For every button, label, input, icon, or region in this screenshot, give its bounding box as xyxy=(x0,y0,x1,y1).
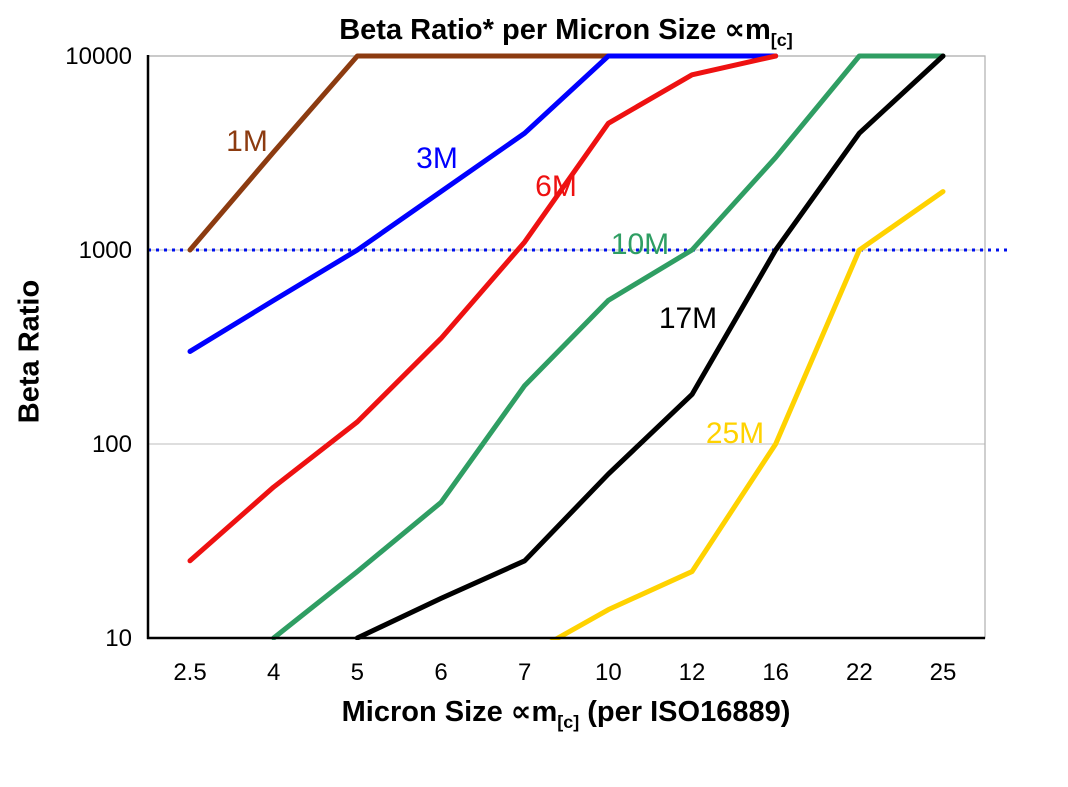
x-axis-title-suffix: (per ISO16889) xyxy=(579,696,791,728)
series-label-6M: 6M xyxy=(535,170,577,203)
y-tick-label-10000: 10000 xyxy=(65,43,132,70)
y-axis-title: Beta Ratio xyxy=(13,279,46,424)
x-tick-label-5: 5 xyxy=(351,659,364,686)
chart-title: Beta Ratio* per Micron Size ∝m[c] xyxy=(32,12,1068,51)
series-group xyxy=(187,53,946,640)
series-line-25M xyxy=(549,189,946,640)
series-label-10M: 10M xyxy=(611,228,669,261)
x-tick-label-22: 22 xyxy=(846,659,873,686)
plot-border xyxy=(147,55,986,639)
chart-title-text: Beta Ratio* per Micron Size ∝m xyxy=(339,14,771,46)
x-tick-label-2.5: 2.5 xyxy=(173,659,206,686)
x-axis-title-subscript: [c] xyxy=(557,711,580,732)
x-tick-label-16: 16 xyxy=(762,659,789,686)
chart-title-subscript: [c] xyxy=(770,29,793,50)
x-tick-label-12: 12 xyxy=(679,659,706,686)
y-tick-label-1000: 1000 xyxy=(79,237,132,264)
series-line-6M xyxy=(187,53,779,564)
x-tick-label-7: 7 xyxy=(518,659,531,686)
x-tick-label-25: 25 xyxy=(930,659,957,686)
y-tick-label-10: 10 xyxy=(105,625,132,652)
x-tick-label-10: 10 xyxy=(595,659,622,686)
x-axis-title-text: Micron Size ∝m xyxy=(341,696,558,728)
series-label-3M: 3M xyxy=(416,142,458,175)
x-tick-label-4: 4 xyxy=(267,659,280,686)
series-label-1M: 1M xyxy=(226,125,268,158)
x-axis-title: Micron Size ∝m[c] (per ISO16889) xyxy=(32,694,1068,733)
series-line-3M xyxy=(187,53,779,354)
x-tick-label-6: 6 xyxy=(434,659,447,686)
y-tick-label-100: 100 xyxy=(92,431,132,458)
series-line-10M xyxy=(271,53,946,640)
series-label-17M: 17M xyxy=(659,302,717,335)
series-line-1M xyxy=(187,53,611,253)
series-label-25M: 25M xyxy=(706,417,764,450)
series-line-17M xyxy=(354,53,946,640)
